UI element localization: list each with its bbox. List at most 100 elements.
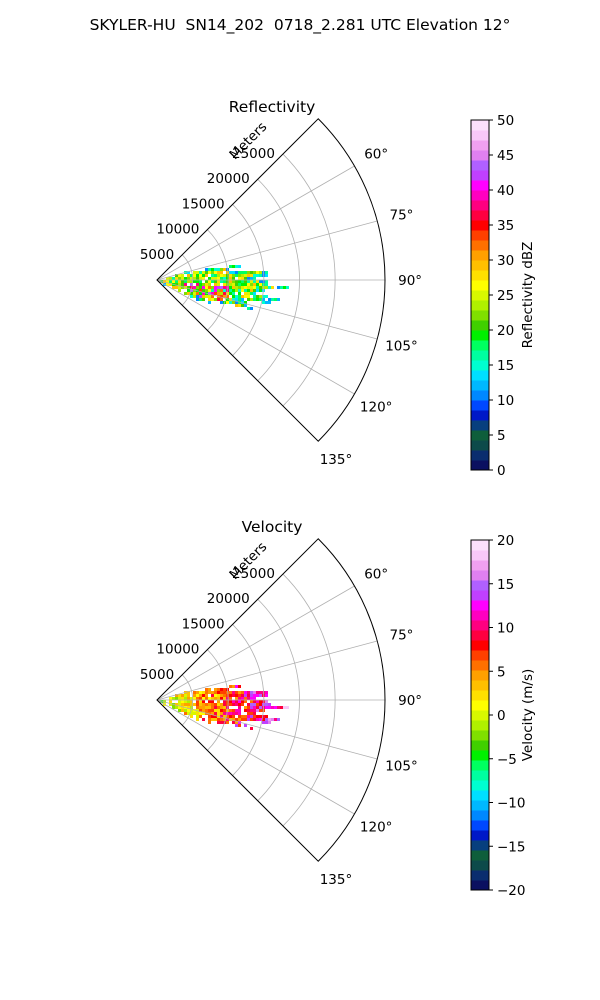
colorbar-segment	[471, 730, 489, 741]
radar-echo-region	[160, 685, 289, 730]
colorbar-segment	[471, 190, 489, 201]
colorbar-tick-label: 5	[497, 664, 506, 680]
angular-tick-label: 75°	[389, 207, 413, 223]
colorbar-segment	[471, 360, 489, 371]
colorbar-segment	[471, 400, 489, 411]
colorbar-tick-label: 45	[497, 148, 514, 164]
colorbar-tick-label: 50	[497, 113, 514, 129]
angular-tick-label: 90°	[398, 273, 422, 289]
colorbar-segment	[471, 840, 489, 851]
colorbar-segment	[471, 550, 489, 561]
radial-tick-label: 10000	[156, 642, 199, 658]
colorbar-segment	[471, 240, 489, 251]
sector-outline	[156, 118, 386, 442]
angular-gridline	[156, 585, 355, 701]
colorbar-segment	[471, 630, 489, 641]
colorbar-segment	[471, 380, 489, 391]
colorbar-tick-label: 40	[497, 183, 514, 199]
colorbar: 0 5 10 15 20 25 30 35 40 45 50 Reflectivity dBZ	[470, 113, 536, 479]
colorbar-segment	[471, 620, 489, 631]
angular-tick-label: 135°	[320, 872, 353, 888]
colorbar-tick-label: 10	[497, 393, 514, 409]
colorbar-segment	[471, 690, 489, 701]
colorbar-segment	[471, 610, 489, 621]
colorbar-tick-label: 20	[497, 533, 514, 549]
colorbar-segment	[471, 210, 489, 221]
angular-tick-label: 135°	[320, 452, 353, 468]
colorbar-segment	[471, 260, 489, 271]
polar-grid	[156, 153, 385, 442]
colorbar-segment	[471, 810, 489, 821]
colorbar-segment	[471, 830, 489, 841]
colorbar-segment	[471, 280, 489, 291]
colorbar-segment	[471, 430, 489, 441]
colorbar-segment	[471, 760, 489, 771]
colorbar-tick-label: 0	[497, 708, 506, 724]
colorbar-segment	[471, 410, 489, 421]
colorbar-tick-label: −20	[497, 883, 526, 899]
radial-tick-label: 20000	[207, 591, 250, 607]
colorbar-segment	[471, 750, 489, 761]
angular-gridline	[156, 279, 355, 395]
colorbar-segment	[471, 590, 489, 601]
colorbar-segment	[471, 570, 489, 581]
colorbar-segment	[471, 600, 489, 611]
colorbar-segment	[471, 330, 489, 341]
colorbar-segment	[471, 710, 489, 721]
colorbar-tick-label: 0	[497, 463, 506, 479]
colorbar-segment	[471, 450, 489, 461]
colorbar-segment	[471, 660, 489, 671]
colorbar-segment	[471, 560, 489, 571]
colorbar-segment	[471, 390, 489, 401]
colorbar-tick-label: 10	[497, 621, 514, 637]
colorbar-segment	[471, 310, 489, 321]
colorbar-segment	[471, 370, 489, 381]
colorbar-segment	[471, 340, 489, 351]
colorbar: −20 −15 −10 −5 0 5 10 15 20 Velocity (m/s)	[470, 533, 536, 899]
angular-tick-label: 60°	[364, 566, 388, 582]
colorbar-segment	[471, 180, 489, 191]
angular-gridline	[156, 699, 378, 760]
colorbar-segment	[471, 200, 489, 211]
radial-tick-label: 25000	[232, 146, 275, 162]
colorbar-segment	[471, 350, 489, 361]
colorbar-segment	[471, 150, 489, 161]
colorbar-tick-label: 30	[497, 253, 514, 269]
colorbar-segment	[471, 820, 489, 831]
angular-tick-label: 90°	[398, 693, 422, 709]
colorbar-tick-label: −5	[497, 752, 517, 768]
angular-gridline	[156, 699, 355, 815]
angular-tick-label: 105°	[385, 759, 418, 775]
colorbar-tick-label: 20	[497, 323, 514, 339]
colorbar-segment	[471, 670, 489, 681]
colorbar-tick-label: −10	[497, 796, 526, 812]
colorbar-segment	[471, 440, 489, 451]
colorbar-segment	[471, 780, 489, 791]
colorbar-segment	[471, 290, 489, 301]
angular-tick-label: 120°	[360, 820, 393, 836]
colorbar-segment	[471, 170, 489, 181]
colorbar-segment	[471, 230, 489, 241]
radial-tick-label: 20000	[207, 171, 250, 187]
radial-tick-label: 10000	[156, 222, 199, 238]
colorbar-segment	[471, 540, 489, 551]
colorbar-segment	[471, 160, 489, 171]
colorbar-segment	[471, 790, 489, 801]
colorbar-segment	[471, 640, 489, 651]
colorbar-label: Velocity (m/s)	[520, 669, 536, 762]
colorbar-segment	[471, 300, 489, 311]
panel-title: Reflectivity	[229, 98, 316, 116]
colorbar-tick-label: 35	[497, 218, 514, 234]
colorbar-tick-label: 15	[497, 358, 514, 374]
panel-title: Velocity	[242, 518, 303, 536]
angular-gridline	[156, 220, 378, 281]
colorbar-segment	[471, 120, 489, 131]
colorbar-segment	[471, 680, 489, 691]
sector-outline	[156, 538, 386, 862]
angular-gridline	[156, 279, 378, 340]
colorbar-segment	[471, 860, 489, 871]
colorbar-segment	[471, 770, 489, 781]
colorbar-segment	[471, 420, 489, 431]
colorbar-segment	[471, 870, 489, 881]
